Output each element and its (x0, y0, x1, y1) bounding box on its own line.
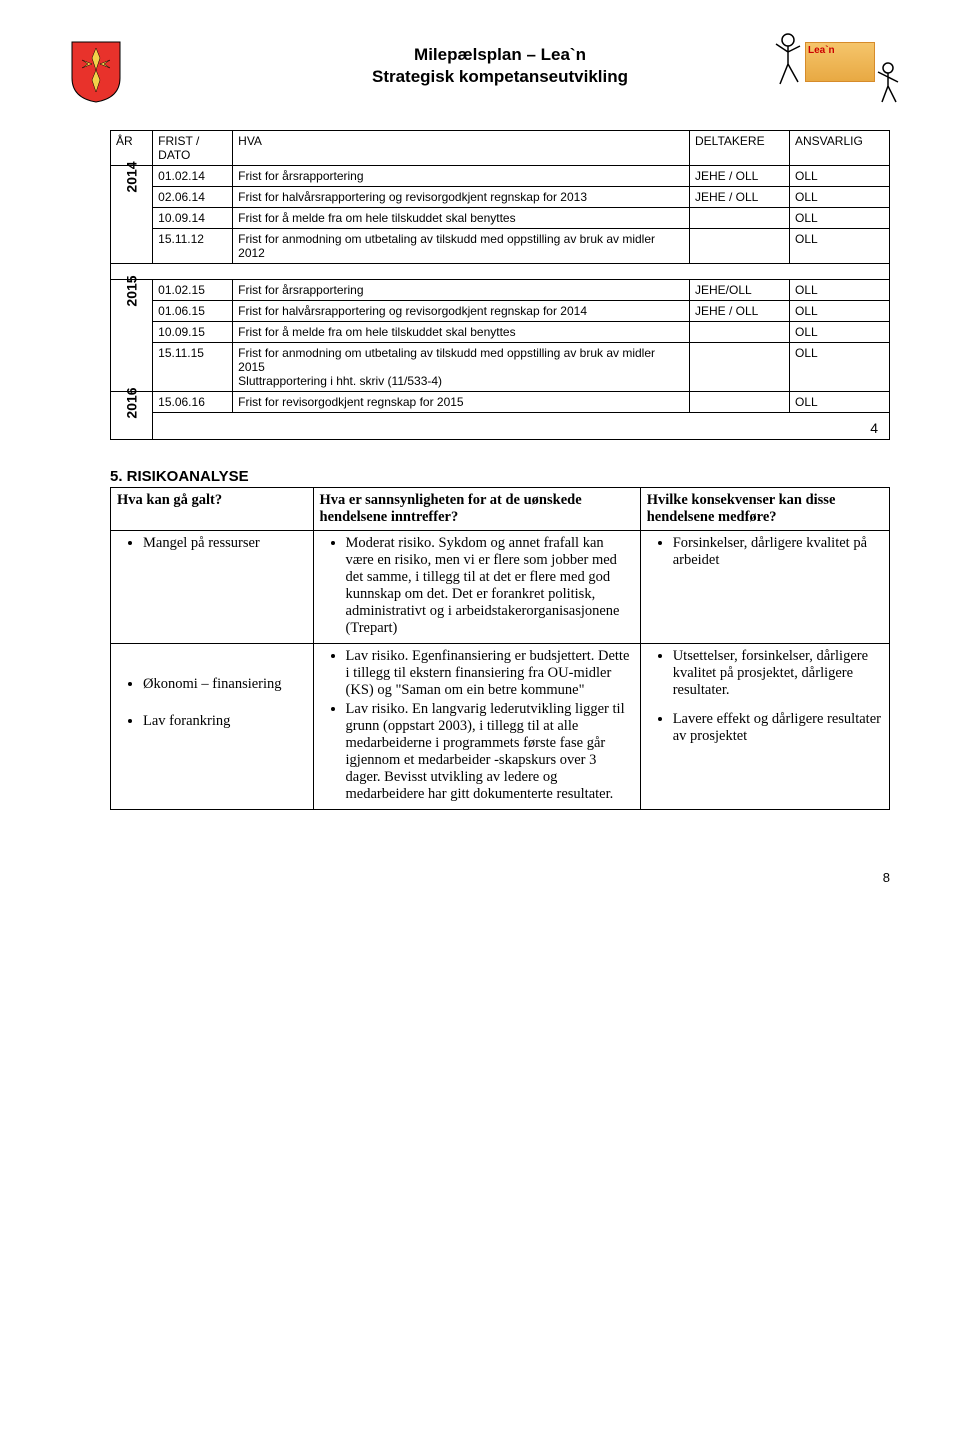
table-row: 10.09.15 Frist for å melde fra om hele t… (111, 322, 890, 343)
th-ansvarlig: ANSVARLIG (790, 131, 890, 166)
table-row: 10.09.14 Frist for å melde fra om hele t… (111, 208, 890, 229)
th-frist: FRIST / DATO (153, 131, 233, 166)
table-row: 2014 01.02.14 Frist for årsrapportering … (111, 166, 890, 187)
th-deltakere: DELTAKERE (690, 131, 790, 166)
risk-h2: Hva er sannsynligheten for at de uønsked… (313, 488, 640, 531)
risk-table: Hva kan gå galt? Hva er sannsynligheten … (110, 487, 890, 810)
table-row: 02.06.14 Frist for halvårsrapportering o… (111, 187, 890, 208)
spacer (111, 264, 890, 280)
table-row: 15.11.12 Frist for anmodning om utbetali… (111, 229, 890, 264)
milestone-table: ÅR FRIST / DATO HVA DELTAKERE ANSVARLIG … (110, 130, 890, 440)
risk-row: Mangel på ressurser Moderat risiko. Sykd… (111, 531, 890, 644)
page-number-8: 8 (110, 810, 890, 885)
risk-h3: Hvilke konsekvenser kan disse hendelsene… (640, 488, 889, 531)
page-number-4: 4 (158, 416, 884, 436)
table-row: 15.11.15 Frist for anmodning om utbetali… (111, 343, 890, 392)
lean-illustration: Lea`n (770, 32, 910, 102)
section-5-title: 5. RISIKOANALYSE (110, 468, 890, 485)
table-row: 2015 01.02.15 Frist for årsrapportering … (111, 280, 890, 301)
table-row: 01.06.15 Frist for halvårsrapportering o… (111, 301, 890, 322)
table-row: 2016 15.06.16 Frist for revisorgodkjent … (111, 392, 890, 413)
shield-logo (70, 40, 122, 109)
table-row: 4 (111, 413, 890, 440)
risk-h1: Hva kan gå galt? (111, 488, 314, 531)
th-hva: HVA (233, 131, 690, 166)
lean-board: Lea`n (805, 42, 875, 82)
risk-row: Økonomi – finansiering Lav forankring La… (111, 644, 890, 810)
page-header: Milepælsplan – Lea`n Strategisk kompetan… (110, 40, 890, 130)
th-ar: ÅR (111, 131, 153, 166)
year-2014: 2014 (124, 161, 140, 192)
year-2015: 2015 (124, 275, 140, 306)
year-2016: 2016 (124, 387, 140, 418)
